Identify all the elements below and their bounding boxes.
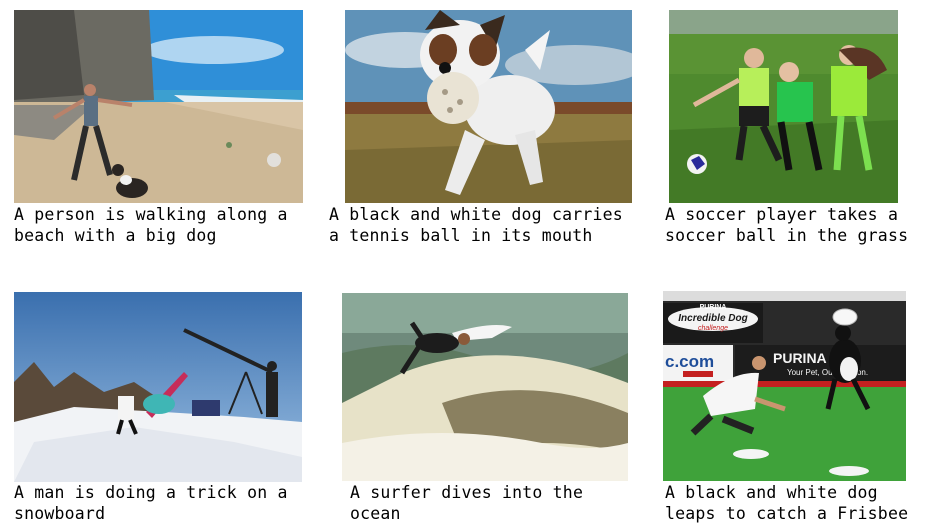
caption-line: A black and white dog (665, 483, 878, 502)
beach-dog-photo (14, 10, 303, 203)
caption-3: A soccer player takes a soccer ball in t… (665, 204, 908, 246)
surfer-photo (342, 293, 628, 481)
caption-line: beach with a big dog (14, 226, 217, 245)
frisbee-dog-photo: PURINA Incredible Dog challenge c.com PU… (663, 291, 906, 481)
banner-challenge: challenge (698, 325, 728, 332)
caption-2: A black and white dog carries a tennis b… (329, 204, 623, 246)
caption-line: A surfer dives into the (350, 483, 584, 502)
caption-4: A man is doing a trick on a snowboard (14, 482, 288, 524)
caption-6: A black and white dog leaps to catch a F… (665, 482, 908, 524)
banner-purina-2: PURINA (773, 350, 827, 366)
caption-line: soccer ball in the grass (665, 226, 909, 245)
caption-line: leaps to catch a Frisbee (665, 504, 909, 523)
caption-5: A surfer dives into the ocean (350, 482, 583, 524)
caption-line: A soccer player takes a (665, 205, 899, 224)
caption-line: snowboard (14, 504, 106, 523)
caption-line: A man is doing a trick on a (14, 483, 288, 502)
caption-line: ocean (350, 504, 401, 523)
banner-your-pet: Your Pet, Our Passion. (787, 368, 868, 377)
banner-com: c.com (665, 352, 714, 371)
caption-line: A person is walking along a (14, 205, 288, 224)
snowboard-photo (14, 292, 302, 482)
banner-incredible-dog: Incredible Dog (678, 313, 747, 324)
soccer-photo (669, 10, 898, 203)
caption-line: a tennis ball in its mouth (329, 226, 593, 245)
banner-purina: PURINA (700, 304, 727, 311)
caption-line: A black and white dog carries (329, 205, 623, 224)
caption-1: A person is walking along a beach with a… (14, 204, 288, 246)
dog-ball-photo (345, 10, 632, 203)
